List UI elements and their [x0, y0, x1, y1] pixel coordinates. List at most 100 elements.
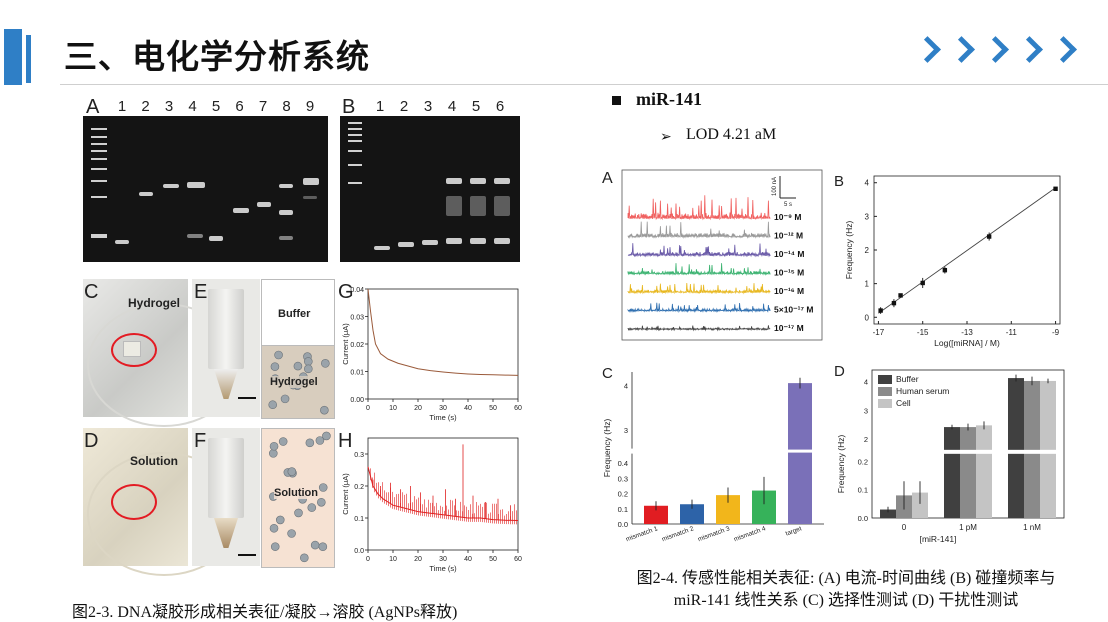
silver-nanoparticle-icon: [317, 497, 326, 507]
panel-e-tube-photo: [192, 279, 260, 417]
x-axis-label: Time (s): [429, 413, 457, 422]
x-tick-label: -9: [1052, 328, 1060, 337]
panel-h-letter: H: [338, 430, 353, 452]
silver-nanoparticle-icon: [320, 405, 329, 415]
silver-nanoparticle-icon: [304, 357, 313, 366]
panel-e-hydrogel-box: Hydrogel: [261, 345, 335, 419]
panel-g-chart: 0.04 0.03 0.02 0.01 0.000 10 20 30 40 50 60 Time (s…: [341, 287, 522, 422]
lane-label: 7: [258, 98, 268, 115]
data-point: [986, 234, 992, 239]
panel-b-letter: B: [342, 96, 356, 118]
silver-nanoparticle-icon: [278, 437, 288, 446]
trace-concentration-label: 10⁻¹⁴ M: [774, 249, 804, 259]
title-divider: [60, 84, 1108, 85]
lane-label: 1: [117, 98, 127, 115]
silver-nanoparticle-icon: [270, 542, 280, 551]
y-axis-label: Frequency (Hz): [844, 221, 854, 280]
x-axis-label: Log([miRNA] / M): [934, 338, 1000, 348]
silver-nanoparticle-icon: [274, 350, 283, 360]
x-tick-label: 40: [464, 405, 472, 412]
x-tick-label: 50: [489, 556, 497, 563]
scale-time-label: 5 s: [784, 202, 792, 208]
figure-2-3-caption: 图2-3. DNA凝胶形成相关表征/凝胶→溶胶 (AgNPs释放): [72, 604, 458, 621]
trace-concentration-label: 10⁻¹⁷ M: [774, 323, 804, 333]
x-tick-label: 0: [366, 556, 370, 563]
y-tick-label: 0.0: [858, 514, 868, 523]
x-tick-label: 0: [366, 405, 370, 412]
y-tick-label: 0.04: [350, 287, 364, 294]
y-axis-label: Frequency (Hz): [602, 419, 612, 478]
y-tick-label: 0.0: [618, 520, 628, 529]
silver-nanoparticle-icon: [287, 529, 296, 538]
y-axis-label: Current (μA): [341, 473, 350, 515]
trace-concentration-label: 10⁻¹⁶ M: [774, 286, 804, 296]
y-tick-label: 0.3: [354, 452, 364, 459]
lane-label: 2: [399, 98, 409, 115]
silver-nanoparticle-icon: [307, 503, 317, 512]
panel-f-solution-label: Solution: [274, 487, 318, 499]
silver-nanoparticle-icon: [268, 400, 278, 410]
silver-nanoparticle-icon: [300, 553, 309, 563]
x-tick-label: -13: [961, 328, 973, 337]
chevron-right-icon: [948, 36, 975, 63]
bar: [976, 425, 992, 518]
x-tick-label: -11: [1006, 328, 1018, 337]
current-trace: [627, 282, 771, 295]
y-tick-label: 0.0: [354, 548, 364, 555]
gel-a-image: [83, 116, 328, 262]
panel-d-photo: [83, 428, 241, 576]
y-tick-label: 0.2: [354, 484, 364, 491]
panel-f-solution-box: Solution: [261, 428, 335, 568]
legend-swatch: [878, 399, 892, 408]
panel-e-hydrogel-label: Hydrogel: [270, 376, 318, 388]
y-axis-label: Frequency (Hz): [836, 435, 846, 494]
x-axis-label: Time (s): [429, 564, 457, 573]
x-tick-label: 40: [464, 556, 472, 563]
silver-nanoparticle-icon: [268, 449, 278, 458]
y-tick-label: 3: [865, 212, 870, 221]
panel-rd-chart: D 0.0 0.1 0.2 2 3 4 Frequency (Hz) 0 1 pM 1 nM [miR…: [834, 363, 1065, 544]
y-tick-label: 0.2: [858, 457, 868, 466]
silver-nanoparticle-icon: [280, 394, 290, 404]
chevron-right-icon: [1016, 36, 1043, 63]
bar: [960, 427, 976, 518]
y-tick-label: 3: [624, 426, 628, 435]
y-tick-label: 0.3: [618, 474, 628, 483]
panel-d-label: Solution: [130, 454, 178, 468]
silver-nanoparticle-icon: [304, 364, 313, 374]
silver-nanoparticle-icon: [318, 542, 328, 552]
x-tick-label: 20: [414, 556, 422, 563]
chevron-right-icon: [1050, 36, 1077, 63]
panel-c-photo: [83, 279, 241, 427]
y-tick-label: 1: [865, 280, 870, 289]
x-tick-label: 10: [389, 405, 397, 412]
lane-label: 1: [375, 98, 385, 115]
panel-e-letter: E: [194, 281, 208, 303]
fit-line: [878, 187, 1056, 314]
lane-label: 3: [164, 98, 174, 115]
lod-text: LOD 4.21 aM: [686, 126, 777, 143]
lane-label: 8: [282, 98, 291, 115]
silver-nanoparticle-icon: [310, 540, 320, 550]
panel-a-letter: A: [86, 96, 100, 118]
x-tick-label: 1 nM: [1023, 523, 1041, 532]
title-accent-bar: [4, 29, 22, 85]
panel-c-letter: C: [84, 281, 99, 303]
data-point: [942, 267, 948, 273]
series-line: [367, 288, 519, 376]
legend-swatch: [878, 375, 892, 384]
y-tick-label: 4: [864, 378, 868, 387]
silver-nanoparticle-icon: [269, 523, 279, 533]
lane-label: 5: [211, 98, 221, 115]
chevron-right-icon: [982, 36, 1009, 63]
y-tick-label: 0: [865, 313, 870, 322]
plot-frame: [367, 288, 519, 400]
panel-f-letter: F: [194, 430, 207, 452]
x-tick-label: 30: [439, 556, 447, 563]
x-tick-label: mismatch 1: [625, 525, 659, 543]
lane-label: 4: [188, 98, 197, 115]
bar: [644, 505, 668, 524]
lane-label: 9: [305, 98, 315, 115]
